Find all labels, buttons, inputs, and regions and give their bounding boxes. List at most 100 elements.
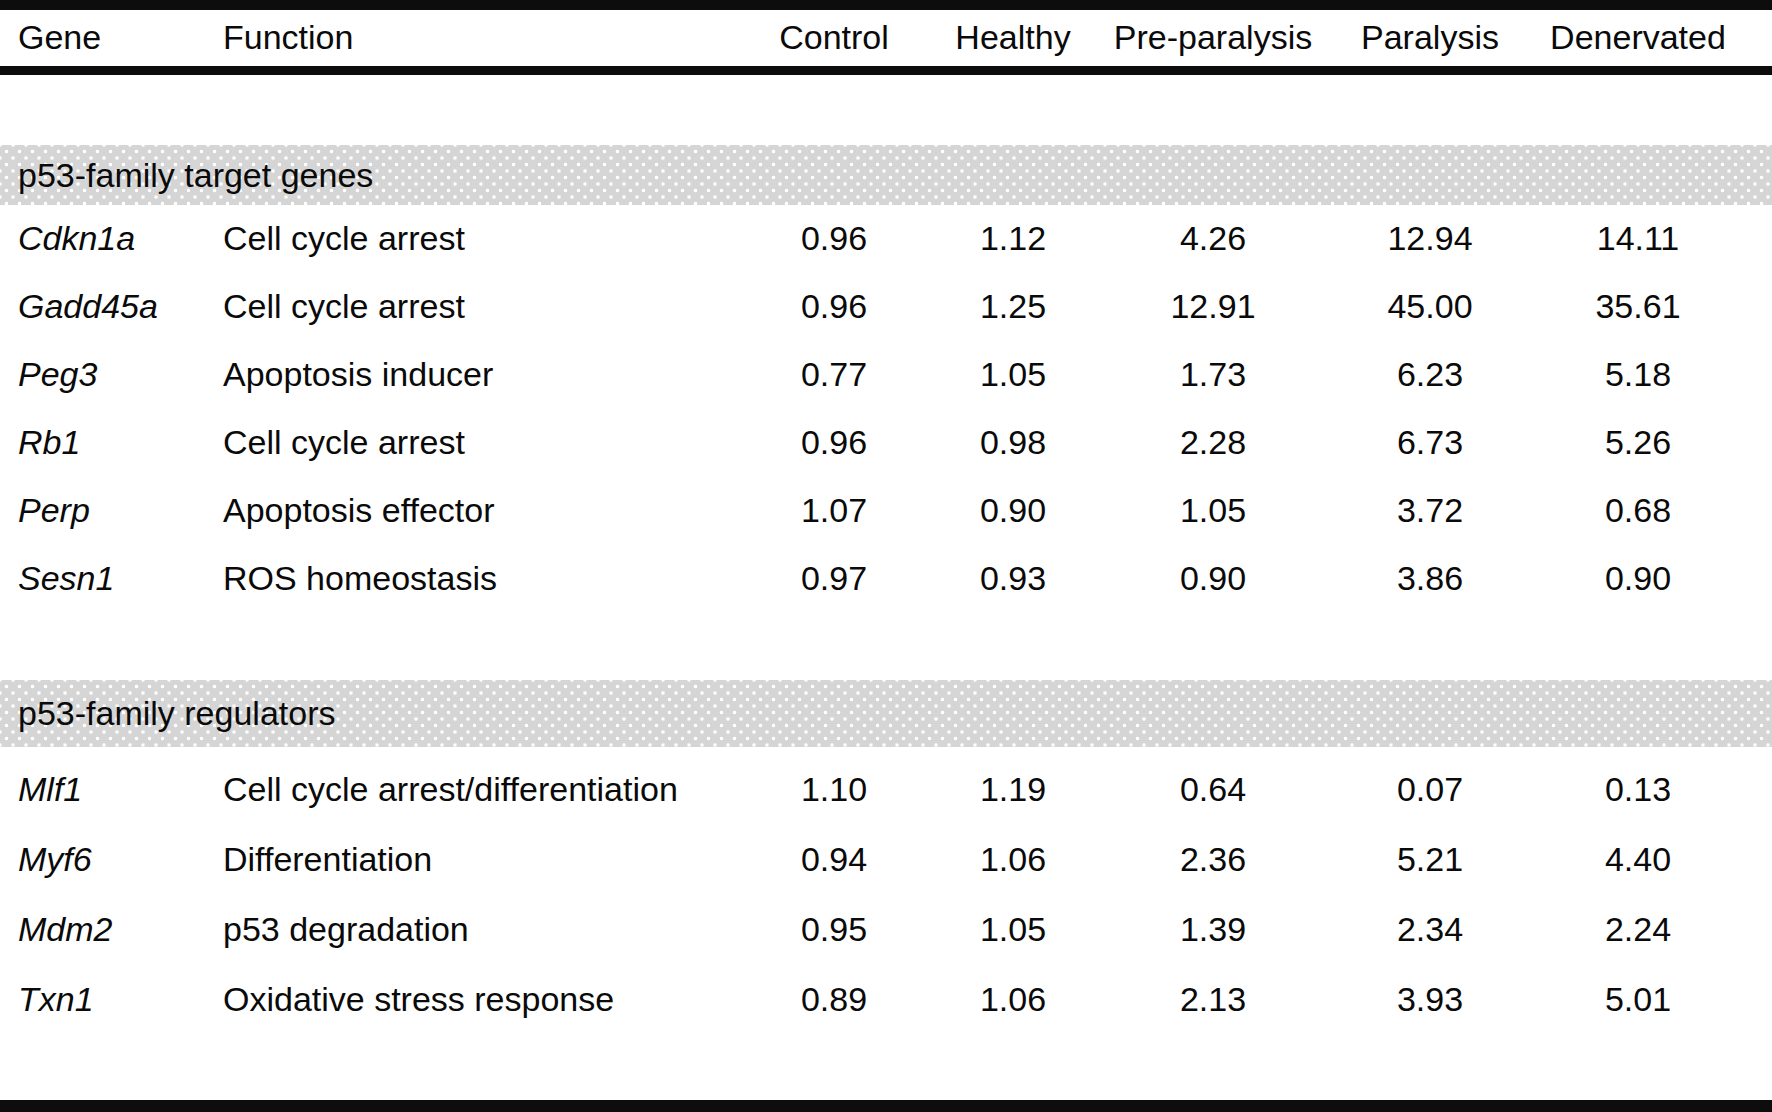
value-pre-paralysis: 2.36 [1108,841,1318,878]
table-row: Rb1 Cell cycle arrest 0.96 0.98 2.28 6.7… [0,409,1772,477]
table-row: Myf6 Differentiation 0.94 1.06 2.36 5.21… [0,825,1772,895]
table-body: p53-family target genes Cdkn1a Cell cycl… [0,145,1772,1035]
table-row: Txn1 Oxidative stress response 0.89 1.06… [0,965,1772,1035]
value-denervated: 14.11 [1542,220,1734,257]
value-pre-paralysis: 12.91 [1108,288,1318,325]
section-rows: Cdkn1a Cell cycle arrest 0.96 1.12 4.26 … [0,205,1772,613]
section-title: p53-family regulators [0,694,335,733]
gene-name: Myf6 [0,841,205,878]
value-paralysis: 5.21 [1318,841,1542,878]
table-row: Perp Apoptosis effector 1.07 0.90 1.05 3… [0,477,1772,545]
value-healthy: 1.05 [918,911,1108,948]
value-pre-paralysis: 0.64 [1108,771,1318,808]
value-paralysis: 6.23 [1318,356,1542,393]
value-healthy: 1.12 [918,220,1108,257]
gene-function: Cell cycle arrest [205,424,750,461]
value-paralysis: 45.00 [1318,288,1542,325]
table-top-rule [0,0,1772,10]
value-paralysis: 2.34 [1318,911,1542,948]
value-paralysis: 3.86 [1318,560,1542,597]
gene-function: ROS homeostasis [205,560,750,597]
value-paralysis: 3.93 [1318,981,1542,1018]
spacer [0,75,1772,145]
column-header-healthy: Healthy [918,19,1108,56]
value-control: 0.77 [750,356,918,393]
value-pre-paralysis: 2.13 [1108,981,1318,1018]
value-denervated: 2.24 [1542,911,1734,948]
gene-name: Gadd45a [0,288,205,325]
value-healthy: 1.06 [918,981,1108,1018]
value-pre-paralysis: 1.73 [1108,356,1318,393]
value-pre-paralysis: 1.05 [1108,492,1318,529]
column-header-denervated: Denervated [1542,19,1734,56]
section-header-band: p53-family regulators [0,680,1772,747]
table-row: Gadd45a Cell cycle arrest 0.96 1.25 12.9… [0,273,1772,341]
value-healthy: 0.90 [918,492,1108,529]
value-pre-paralysis: 2.28 [1108,424,1318,461]
gene-name: Cdkn1a [0,220,205,257]
value-denervated: 0.13 [1542,771,1734,808]
gene-function: Oxidative stress response [205,981,750,1018]
column-header-pre-paralysis: Pre-paralysis [1108,19,1318,56]
value-control: 0.96 [750,220,918,257]
value-control: 0.89 [750,981,918,1018]
gene-name: Perp [0,492,205,529]
value-healthy: 1.06 [918,841,1108,878]
table-row: Mlf1 Cell cycle arrest/differentiation 1… [0,755,1772,825]
value-denervated: 0.68 [1542,492,1734,529]
value-healthy: 1.25 [918,288,1108,325]
value-denervated: 5.26 [1542,424,1734,461]
gene-function: p53 degradation [205,911,750,948]
value-pre-paralysis: 1.39 [1108,911,1318,948]
gene-function: Cell cycle arrest [205,220,750,257]
value-control: 0.96 [750,424,918,461]
gene-name: Rb1 [0,424,205,461]
section-title: p53-family target genes [0,156,373,195]
value-denervated: 35.61 [1542,288,1734,325]
table-header-row: Gene Function Control Healthy Pre-paraly… [0,10,1772,66]
value-denervated: 0.90 [1542,560,1734,597]
table-section: p53-family regulators Mlf1 Cell cycle ar… [0,680,1772,1035]
table-row: Cdkn1a Cell cycle arrest 0.96 1.12 4.26 … [0,205,1772,273]
gene-function: Differentiation [205,841,750,878]
table-section: p53-family target genes Cdkn1a Cell cycl… [0,145,1772,613]
gene-name: Mdm2 [0,911,205,948]
value-denervated: 5.18 [1542,356,1734,393]
value-healthy: 0.93 [918,560,1108,597]
table-row: Mdm2 p53 degradation 0.95 1.05 1.39 2.34… [0,895,1772,965]
column-header-paralysis: Paralysis [1318,19,1542,56]
value-healthy: 0.98 [918,424,1108,461]
value-paralysis: 0.07 [1318,771,1542,808]
value-paralysis: 3.72 [1318,492,1542,529]
section-header-band: p53-family target genes [0,145,1772,205]
gene-name: Txn1 [0,981,205,1018]
value-control: 0.94 [750,841,918,878]
gene-function: Cell cycle arrest [205,288,750,325]
value-control: 0.97 [750,560,918,597]
gene-function: Apoptosis effector [205,492,750,529]
gene-function: Apoptosis inducer [205,356,750,393]
value-control: 1.10 [750,771,918,808]
value-paralysis: 12.94 [1318,220,1542,257]
gene-name: Sesn1 [0,560,205,597]
gene-expression-table-figure: Gene Function Control Healthy Pre-paraly… [0,0,1772,1112]
value-paralysis: 6.73 [1318,424,1542,461]
value-pre-paralysis: 4.26 [1108,220,1318,257]
value-denervated: 5.01 [1542,981,1734,1018]
table-header-rule [0,66,1772,75]
value-denervated: 4.40 [1542,841,1734,878]
column-header-control: Control [750,19,918,56]
table-bottom-rule [0,1100,1772,1112]
gene-function: Cell cycle arrest/differentiation [205,771,750,808]
value-healthy: 1.19 [918,771,1108,808]
table-row: Peg3 Apoptosis inducer 0.77 1.05 1.73 6.… [0,341,1772,409]
table-row: Sesn1 ROS homeostasis 0.97 0.93 0.90 3.8… [0,545,1772,613]
gene-name: Peg3 [0,356,205,393]
value-healthy: 1.05 [918,356,1108,393]
column-header-gene: Gene [0,19,205,56]
value-pre-paralysis: 0.90 [1108,560,1318,597]
value-control: 0.96 [750,288,918,325]
gene-name: Mlf1 [0,771,205,808]
value-control: 0.95 [750,911,918,948]
value-control: 1.07 [750,492,918,529]
